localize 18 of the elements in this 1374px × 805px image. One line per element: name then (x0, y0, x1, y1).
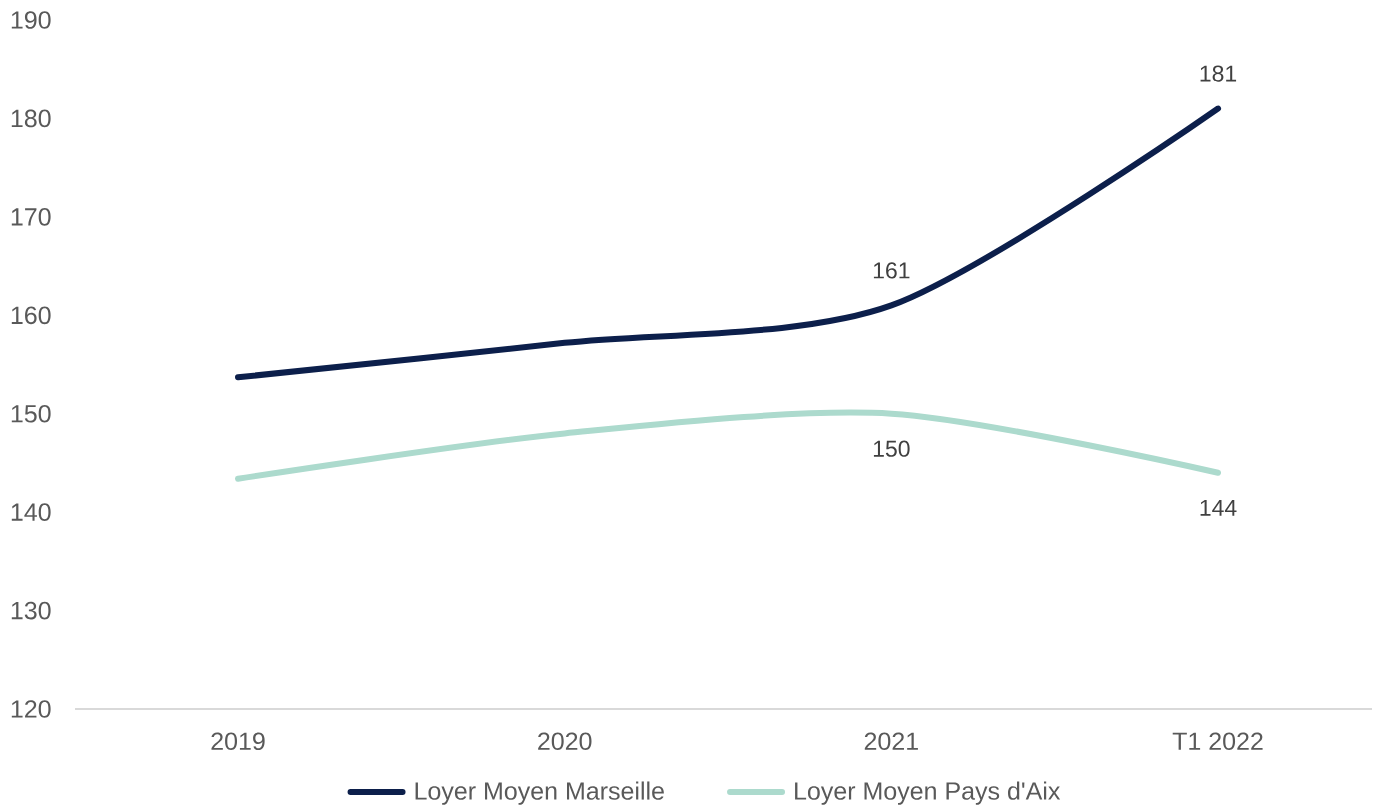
x-tick-label: 2019 (211, 732, 265, 751)
x-tick-label: 2021 (864, 732, 918, 751)
y-tick-label: 140 (11, 503, 51, 521)
legend-label: Loyer Moyen Marseille (415, 781, 664, 805)
y-tick-label: 150 (11, 404, 51, 423)
x-tick-label: T1 2022 (1172, 732, 1263, 751)
data-label: 150 (873, 440, 910, 457)
y-tick-label: 130 (11, 601, 51, 620)
x-tick-label: 2020 (538, 732, 592, 751)
data-label: 161 (873, 262, 910, 279)
y-tick-label: 120 (11, 700, 51, 718)
data-label: 144 (1200, 499, 1237, 516)
legend-label: Loyer Moyen Pays d'Aix (795, 781, 1061, 805)
y-tick-label: 160 (11, 306, 51, 325)
y-tick-label: 180 (11, 109, 51, 128)
y-tick-label: 170 (11, 208, 51, 226)
y-tick-label: 190 (11, 11, 51, 29)
data-label: 181 (1200, 65, 1237, 82)
